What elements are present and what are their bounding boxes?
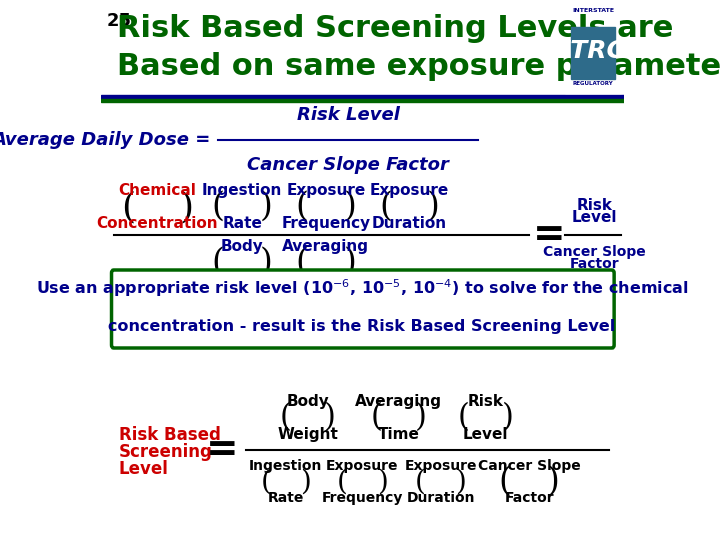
Text: (: (	[458, 402, 469, 434]
Text: Risk Level: Risk Level	[297, 106, 400, 124]
Text: ): )	[502, 402, 513, 434]
Text: Risk: Risk	[467, 394, 503, 409]
Bar	[565, 2, 621, 93]
Text: Concentration: Concentration	[96, 216, 218, 231]
Text: 25: 25	[107, 12, 132, 30]
Text: Level: Level	[572, 210, 617, 225]
Text: (: (	[337, 469, 348, 496]
Text: Factor: Factor	[504, 491, 554, 505]
Text: Time: Time	[377, 427, 419, 442]
Text: (: (	[122, 190, 135, 224]
Text: Exposure: Exposure	[326, 459, 398, 473]
Text: Exposure: Exposure	[369, 183, 449, 198]
Text: Averaging: Averaging	[282, 239, 369, 254]
Text: Ingestion: Ingestion	[202, 183, 282, 198]
Text: =: =	[207, 431, 239, 469]
Text: Exposure: Exposure	[286, 183, 366, 198]
Text: ): )	[260, 247, 273, 279]
Text: ): )	[260, 191, 273, 223]
Text: Chemical: Chemical	[118, 183, 197, 198]
Text: Average Daily Dose =: Average Daily Dose =	[0, 131, 217, 149]
Bar	[101, 99, 624, 102]
Text: Use an appropriate risk level (10$^{-6}$, 10$^{-5}$, 10$^{-4}$) to solve for the: Use an appropriate risk level (10$^{-6}$…	[36, 278, 688, 299]
Text: Level: Level	[119, 460, 168, 478]
Text: Averaging: Averaging	[355, 394, 442, 409]
Bar	[101, 95, 624, 99]
Text: (: (	[499, 466, 512, 498]
Bar	[571, 27, 615, 79]
Text: ): )	[427, 191, 440, 223]
Text: Ingestion: Ingestion	[249, 459, 323, 473]
Text: Risk Based: Risk Based	[119, 426, 220, 444]
Text: ITRC: ITRC	[561, 39, 625, 63]
Text: INTERSTATE: INTERSTATE	[572, 8, 614, 13]
Text: Rate: Rate	[268, 491, 304, 505]
Text: ): )	[343, 191, 356, 223]
Text: Risk Based Screening Levels are: Risk Based Screening Levels are	[117, 14, 673, 43]
Text: (: (	[261, 469, 271, 496]
Text: Weight: Weight	[277, 427, 338, 442]
Text: (: (	[371, 402, 382, 434]
Text: (: (	[379, 191, 392, 223]
Text: (: (	[295, 247, 308, 279]
Text: Duration: Duration	[372, 216, 447, 231]
Text: ): )	[343, 247, 356, 279]
Text: Weight: Weight	[212, 272, 273, 287]
Text: Screening: Screening	[119, 443, 212, 461]
Text: ): )	[377, 469, 387, 496]
Text: (: (	[212, 247, 225, 279]
Text: (: (	[280, 402, 292, 434]
Text: ): )	[323, 402, 336, 434]
Text: ): )	[179, 190, 193, 224]
Text: Rate: Rate	[222, 216, 262, 231]
Bar	[101, 0, 624, 95]
Text: ): )	[546, 466, 559, 498]
Text: Time: Time	[305, 272, 347, 287]
Text: Cancer Slope Factor: Cancer Slope Factor	[248, 156, 449, 174]
Text: ): )	[455, 469, 466, 496]
Text: Body: Body	[287, 394, 329, 409]
Text: Cancer Slope: Cancer Slope	[478, 459, 580, 473]
Text: Level: Level	[463, 427, 508, 442]
Text: Duration: Duration	[406, 491, 474, 505]
Text: ): )	[415, 402, 426, 434]
Text: (: (	[295, 191, 308, 223]
Text: REGULATORY: REGULATORY	[572, 81, 613, 86]
FancyBboxPatch shape	[112, 270, 614, 348]
Text: Frequency: Frequency	[282, 216, 370, 231]
Text: (: (	[212, 191, 225, 223]
Text: Cancer Slope: Cancer Slope	[543, 245, 646, 259]
Text: Based on same exposure parameters: Based on same exposure parameters	[117, 52, 720, 81]
Text: ): )	[300, 469, 311, 496]
Text: concentration - result is the Risk Based Screening Level: concentration - result is the Risk Based…	[109, 319, 616, 334]
Text: Frequency: Frequency	[321, 491, 402, 505]
Text: =: =	[534, 216, 566, 254]
Text: Factor: Factor	[570, 257, 619, 271]
Text: Exposure: Exposure	[405, 459, 477, 473]
Text: Risk: Risk	[577, 198, 613, 213]
Text: Body: Body	[221, 239, 264, 254]
Text: (: (	[415, 469, 426, 496]
